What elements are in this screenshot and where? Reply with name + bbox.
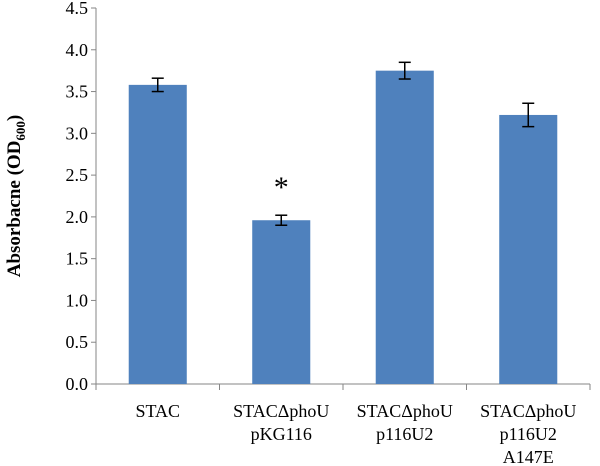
bar	[375, 70, 434, 385]
x-category-label: p116U2	[500, 424, 557, 444]
plot-area: 0.0 0.5 1.0 1.5 2.0 2.5 3.0 3.5 4.0 4.5 STAC * STACΔ…	[66, 0, 591, 466]
y-axis-title: Absorbacne (OD600)	[4, 115, 28, 278]
y-tick-label: 0.5	[66, 332, 89, 352]
y-axis-title-suffix: )	[4, 115, 25, 121]
x-category-label: STACΔphoU	[233, 401, 329, 421]
x-category-label: A147E	[503, 447, 554, 466]
bar	[128, 84, 187, 385]
y-tick-label: 3.5	[66, 82, 89, 102]
y-tick-label: 2.0	[66, 207, 89, 227]
y-tick-label: 4.0	[66, 40, 89, 60]
y-tick-label: 4.5	[66, 0, 89, 18]
y-axis-title-subscript: 600	[13, 121, 28, 141]
y-tick-label: 3.0	[66, 123, 89, 143]
x-category-label: STAC	[135, 401, 180, 421]
x-category-label: STACΔphoU	[357, 401, 453, 421]
x-category-label: p116U2	[376, 424, 433, 444]
x-category-label: STACΔphoU	[480, 401, 576, 421]
x-category-label: pKG116	[251, 424, 312, 444]
y-tick-label: 2.5	[66, 165, 89, 185]
y-tick-label: 0.0	[66, 374, 89, 394]
y-tick-label: 1.5	[66, 249, 89, 269]
y-axis-title-main: Absorbacne (OD	[4, 141, 25, 278]
y-tick-label: 1.0	[66, 290, 89, 310]
bar	[252, 220, 311, 384]
bar	[499, 114, 558, 384]
significance-marker: *	[274, 171, 289, 204]
